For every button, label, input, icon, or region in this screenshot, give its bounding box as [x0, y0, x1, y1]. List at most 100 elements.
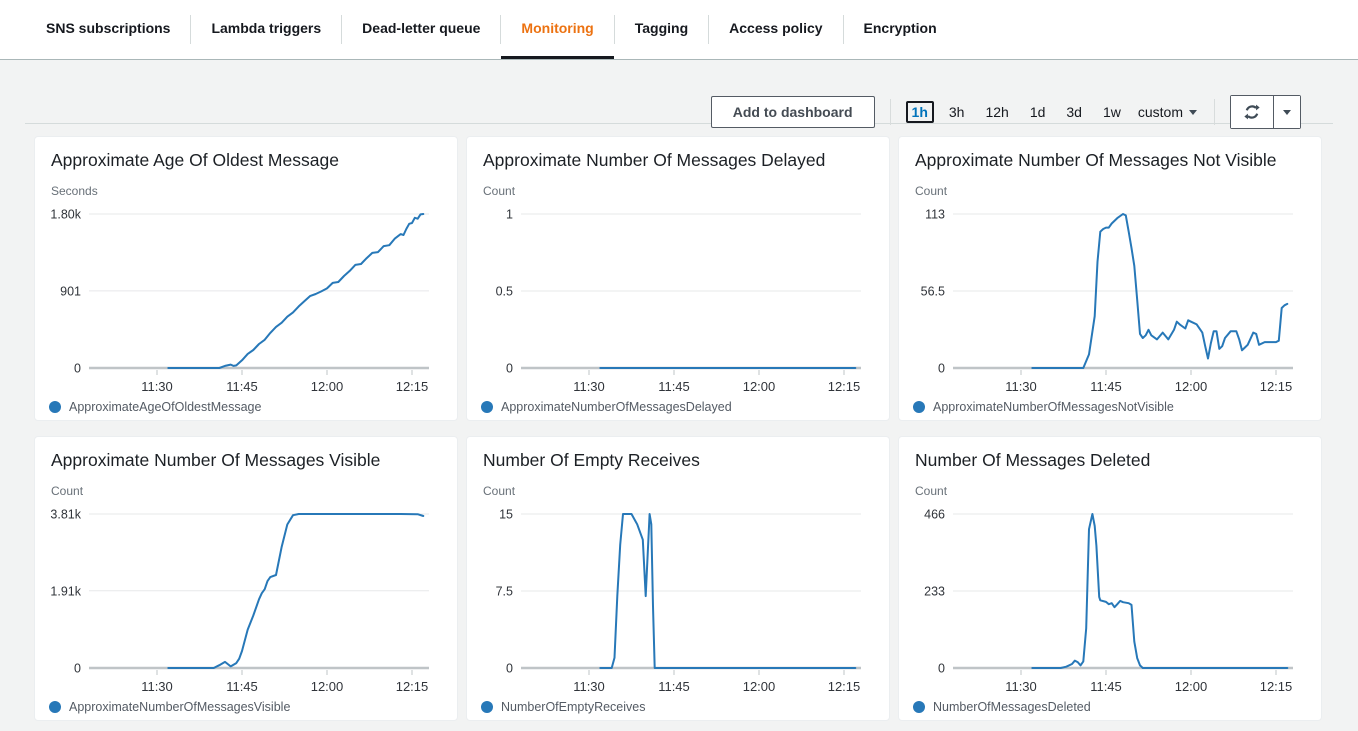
- charts-grid: Approximate Age Of Oldest Message Second…: [34, 136, 1322, 721]
- time-range-1d[interactable]: 1d: [1024, 101, 1052, 123]
- time-range-12h[interactable]: 12h: [979, 101, 1014, 123]
- tab-separator: [190, 15, 192, 44]
- tab-tagging[interactable]: Tagging: [634, 20, 689, 36]
- chart-title: Number Of Empty Receives: [483, 450, 700, 470]
- y-tick-label: 901: [60, 284, 81, 298]
- x-tick-label: 12:15: [396, 679, 429, 694]
- refresh-icon: [1244, 104, 1260, 120]
- legend-label: ApproximateAgeOfOldestMessage: [69, 400, 262, 414]
- y-tick-label: 233: [924, 585, 945, 599]
- add-to-dashboard-button[interactable]: Add to dashboard: [710, 96, 875, 128]
- x-tick-label: 11:30: [1005, 679, 1037, 694]
- chart-title: Number Of Messages Deleted: [915, 450, 1151, 470]
- line-chart[interactable]: 1.80k 901 0 11:30 11:45 12:00 12:15: [35, 200, 457, 400]
- time-range-1w[interactable]: 1w: [1097, 101, 1127, 123]
- chart-legend[interactable]: NumberOfEmptyReceives: [481, 700, 889, 714]
- y-tick-label: 0: [938, 662, 945, 676]
- time-range-options: 1h 3h 12h 1d 3d 1w: [905, 101, 1127, 123]
- tab-encryption[interactable]: Encryption: [863, 20, 937, 36]
- chart-title: Approximate Number Of Messages Not Visib…: [915, 150, 1277, 170]
- chart-card-approximate-number-of-messages-delayed: Approximate Number Of Messages Delayed C…: [466, 136, 890, 421]
- tab-separator: [613, 15, 615, 44]
- chart-legend[interactable]: ApproximateAgeOfOldestMessage: [49, 400, 457, 414]
- tab-dead-letter-queue[interactable]: Dead-letter queue: [362, 20, 481, 36]
- chart-unit-label: Seconds: [51, 184, 98, 198]
- chart-unit-label: Count: [483, 184, 516, 198]
- legend-marker-icon: [481, 701, 493, 713]
- time-range-group: 1h 3h 12h 1d 3d 1w custom: [905, 101, 1199, 123]
- monitoring-panel: Add to dashboard 1h 3h 12h 1d 3d 1w custom: [0, 95, 1358, 721]
- chart-legend[interactable]: ApproximateNumberOfMessagesDelayed: [481, 400, 889, 414]
- chart-card-approximate-number-of-messages-visible: Approximate Number Of Messages Visible C…: [34, 436, 458, 721]
- chart-unit-label: Count: [51, 484, 84, 498]
- chart-legend[interactable]: ApproximateNumberOfMessagesVisible: [49, 700, 457, 714]
- legend-label: NumberOfMessagesDeleted: [933, 700, 1091, 714]
- tab-separator: [708, 15, 710, 44]
- legend-label: ApproximateNumberOfMessagesDelayed: [501, 400, 732, 414]
- chart-unit-label: Count: [483, 484, 516, 498]
- custom-range-button[interactable]: custom: [1136, 104, 1199, 120]
- time-range-3d[interactable]: 3d: [1060, 101, 1088, 123]
- time-range-3h[interactable]: 3h: [943, 101, 971, 123]
- chart-unit-label: Count: [915, 484, 948, 498]
- legend-label: ApproximateNumberOfMessagesNotVisible: [933, 400, 1174, 414]
- data-series-line: [599, 513, 857, 669]
- custom-range-label: custom: [1137, 104, 1183, 120]
- x-tick-label: 12:15: [396, 379, 429, 394]
- x-tick-label: 12:15: [1260, 679, 1293, 694]
- chart-legend[interactable]: NumberOfMessagesDeleted: [913, 700, 1321, 714]
- legend-label: NumberOfEmptyReceives: [501, 700, 646, 714]
- line-chart[interactable]: 3.81k 1.91k 0 11:30 11:45 12:00 12:15: [35, 500, 457, 700]
- x-tick-label: 11:30: [1005, 379, 1037, 394]
- refresh-button[interactable]: [1231, 96, 1274, 128]
- tab-separator: [341, 15, 343, 44]
- chart-unit-label: Count: [915, 184, 948, 198]
- y-tick-label: 0: [506, 362, 513, 376]
- x-tick-label: 11:45: [1090, 379, 1122, 394]
- x-tick-label: 11:45: [658, 379, 690, 394]
- chart-title: Approximate Age Of Oldest Message: [51, 150, 339, 170]
- y-tick-label: 0.5: [496, 285, 513, 299]
- line-chart[interactable]: 466 233 0 11:30 11:45 12:00 12:15: [899, 500, 1321, 700]
- chart-legend[interactable]: ApproximateNumberOfMessagesNotVisible: [913, 400, 1321, 414]
- x-tick-label: 12:15: [828, 679, 861, 694]
- time-range-1h[interactable]: 1h: [905, 101, 934, 123]
- y-tick-label: 1: [506, 208, 513, 222]
- line-chart[interactable]: 113 56.5 0 11:30 11:45 12:00 12:15: [899, 200, 1321, 400]
- tab-lambda-triggers[interactable]: Lambda triggers: [211, 20, 322, 36]
- tab-access-policy[interactable]: Access policy: [729, 20, 823, 36]
- y-tick-label: 7.5: [496, 585, 513, 599]
- chart-title: Approximate Number Of Messages Delayed: [483, 150, 826, 170]
- x-tick-label: 11:45: [658, 679, 690, 694]
- y-tick-label: 466: [924, 508, 945, 522]
- x-tick-label: 11:45: [1090, 679, 1122, 694]
- x-tick-label: 12:00: [1175, 379, 1208, 394]
- x-tick-label: 11:45: [226, 379, 258, 394]
- chart-title: Approximate Number Of Messages Visible: [51, 450, 381, 470]
- refresh-button-group: [1230, 95, 1301, 129]
- tab-separator: [842, 15, 844, 44]
- chart-card-approximate-age-of-oldest-message: Approximate Age Of Oldest Message Second…: [34, 136, 458, 421]
- tab-separator: [500, 15, 502, 44]
- legend-label: ApproximateNumberOfMessagesVisible: [69, 700, 291, 714]
- x-tick-label: 11:30: [573, 379, 605, 394]
- data-series-line: [1031, 513, 1289, 669]
- y-tick-label: 0: [506, 662, 513, 676]
- tab-sns-subscriptions[interactable]: SNS subscriptions: [46, 20, 171, 36]
- caret-down-icon: [1283, 109, 1291, 115]
- toolbar-divider: [25, 123, 1333, 124]
- line-chart[interactable]: 1 0.5 0 11:30 11:45 12:00 12:15: [467, 200, 889, 400]
- legend-marker-icon: [481, 401, 493, 413]
- x-tick-label: 11:30: [141, 679, 173, 694]
- y-tick-label: 0: [74, 362, 81, 376]
- x-tick-label: 12:15: [1260, 379, 1293, 394]
- legend-marker-icon: [49, 401, 61, 413]
- x-tick-label: 12:15: [828, 379, 861, 394]
- legend-marker-icon: [49, 701, 61, 713]
- refresh-options-button[interactable]: [1274, 96, 1300, 128]
- line-chart[interactable]: 15 7.5 0 11:30 11:45 12:00 12:15: [467, 500, 889, 700]
- chart-card-number-of-messages-deleted: Number Of Messages Deleted Count 466 233 0…: [898, 436, 1322, 721]
- x-tick-label: 11:30: [573, 679, 605, 694]
- tab-monitoring[interactable]: Monitoring: [501, 0, 614, 59]
